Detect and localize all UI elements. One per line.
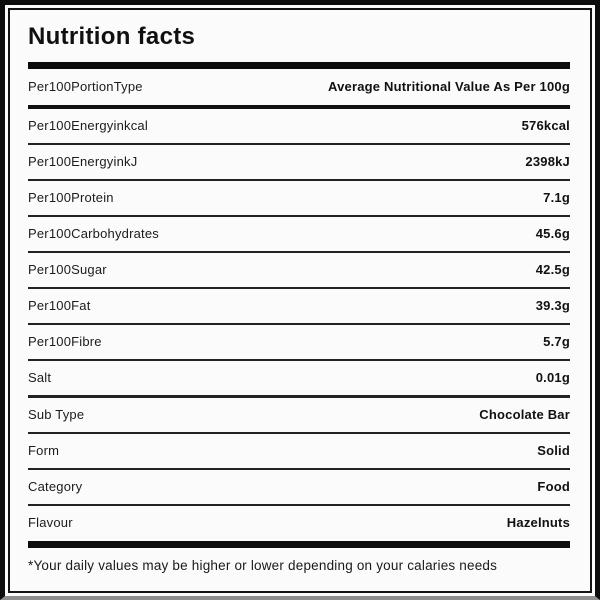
- table-row: Category Food: [28, 470, 570, 506]
- table-row: Per100Carbohydrates 45.6g: [28, 217, 570, 253]
- row-value: 2398kJ: [525, 154, 570, 170]
- row-value: Food: [537, 479, 570, 495]
- nutrition-label: Nutrition facts Per100PortionType Averag…: [8, 8, 592, 593]
- header-label: Per100PortionType: [28, 79, 143, 95]
- table-row: Per100Sugar 42.5g: [28, 253, 570, 289]
- meta-rows: Sub Type Chocolate Bar Form Solid Catego…: [28, 398, 570, 540]
- row-label: Per100Sugar: [28, 262, 107, 278]
- table-row: Per100Protein 7.1g: [28, 181, 570, 217]
- table-row: Sub Type Chocolate Bar: [28, 398, 570, 434]
- row-value: 576kcal: [521, 118, 570, 134]
- table-row: Per100EnergyinkJ 2398kJ: [28, 145, 570, 181]
- divider-thick-top: [28, 61, 570, 69]
- divider-thick-bottom: [28, 540, 570, 548]
- row-value: Hazelnuts: [506, 515, 570, 531]
- row-label: Per100Protein: [28, 190, 114, 206]
- row-value: 0.01g: [535, 370, 570, 386]
- row-label: Per100Energyinkcal: [28, 118, 148, 134]
- row-value: 45.6g: [535, 226, 570, 242]
- row-value: 39.3g: [535, 298, 570, 314]
- table-header-row: Per100PortionType Average Nutritional Va…: [28, 69, 570, 109]
- row-value: 7.1g: [543, 190, 570, 206]
- row-label: Per100Carbohydrates: [28, 226, 159, 242]
- row-label: Sub Type: [28, 407, 85, 423]
- page-title: Nutrition facts: [28, 23, 196, 50]
- row-label: Per100Fibre: [28, 334, 102, 350]
- row-label: Salt: [28, 370, 52, 386]
- row-value: Solid: [537, 443, 570, 459]
- table-row: Per100Energyinkcal 576kcal: [28, 109, 570, 145]
- row-label: Per100Fat: [28, 298, 91, 314]
- row-label: Category: [28, 479, 83, 495]
- table-row: Per100Fat 39.3g: [28, 289, 570, 325]
- footnote: *Your daily values may be higher or lowe…: [28, 557, 498, 573]
- row-value: 5.7g: [543, 334, 570, 350]
- header-value: Average Nutritional Value As Per 100g: [328, 79, 570, 95]
- table-row: Form Solid: [28, 434, 570, 470]
- nutrient-rows: Per100Energyinkcal 576kcal Per100Energyi…: [28, 109, 570, 398]
- row-label: Flavour: [28, 515, 73, 531]
- row-label: Per100EnergyinkJ: [28, 154, 138, 170]
- row-value: 42.5g: [535, 262, 570, 278]
- row-label: Form: [28, 443, 60, 459]
- row-value: Chocolate Bar: [479, 407, 570, 423]
- table-row: Flavour Hazelnuts: [28, 506, 570, 540]
- table-row: Salt 0.01g: [28, 361, 570, 398]
- table-row: Per100Fibre 5.7g: [28, 325, 570, 361]
